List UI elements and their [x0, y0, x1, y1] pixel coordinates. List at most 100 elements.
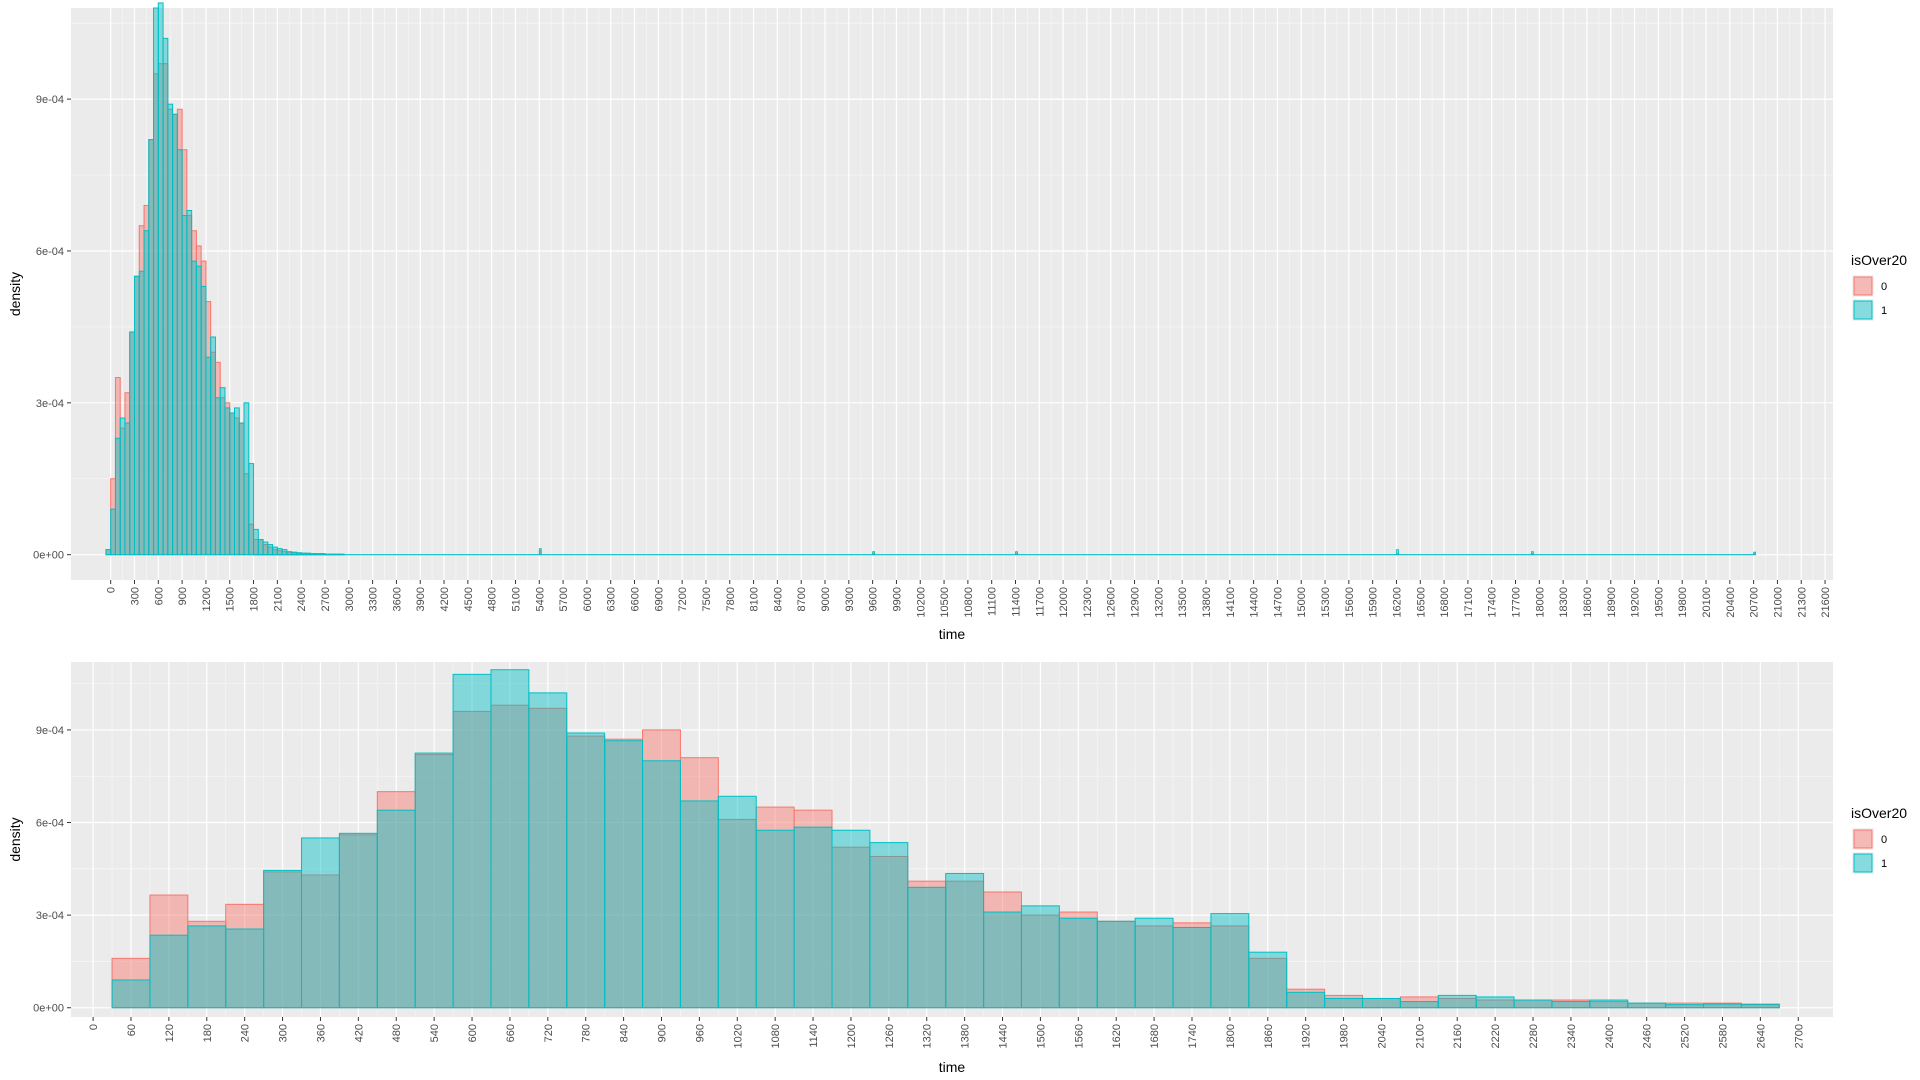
x-tick-label: 9600 — [868, 587, 880, 611]
x-tick-label: 15600 — [1344, 587, 1356, 618]
x-tick-label: 20400 — [1725, 587, 1737, 618]
bar-series-1 — [907, 886, 947, 1009]
x-tick-label: 19500 — [1653, 587, 1665, 618]
x-tick-label: 13800 — [1201, 587, 1213, 618]
bar-series-1 — [181, 215, 188, 556]
bar-series-1 — [148, 139, 155, 556]
x-tick-label: 14100 — [1225, 587, 1237, 618]
x-tick-label: 10800 — [963, 587, 975, 618]
bar-series-1 — [262, 541, 269, 556]
x-tick-label: 13500 — [1177, 587, 1189, 618]
legend-key-background — [1852, 828, 1874, 850]
x-tick-label: 16800 — [1439, 587, 1451, 618]
bar-series-1 — [414, 752, 454, 1009]
bar-series-0 — [1058, 911, 1098, 1009]
x-axis-title: time — [939, 1059, 966, 1075]
x-tick-label: 19200 — [1630, 587, 1642, 618]
bar-series-1 — [133, 275, 140, 556]
x-tick-label: 660 — [505, 1024, 517, 1042]
legend-label: 1 — [1881, 305, 1887, 317]
bar-series-1 — [301, 837, 340, 1009]
legend-swatch-1 — [1853, 853, 1873, 873]
bar-series-1 — [149, 934, 189, 1009]
x-tick-label: 1560 — [1073, 1024, 1085, 1048]
bar-series-1 — [1210, 913, 1250, 1009]
y-axis-title: density — [7, 817, 23, 861]
bar-series-1 — [129, 331, 135, 556]
x-tick-label: 18000 — [1534, 587, 1546, 618]
bar-series-1 — [186, 209, 193, 556]
bar-series-1 — [257, 539, 264, 556]
bar-series-0 — [1096, 920, 1136, 1009]
bar-series-0 — [528, 707, 568, 1009]
x-tick-label: 2100 — [272, 587, 284, 611]
x-tick-label: 13200 — [1153, 587, 1165, 618]
bar-series-0 — [111, 957, 151, 1009]
bar-series-1 — [338, 832, 378, 1009]
bar-series-0 — [301, 874, 340, 1009]
histogram-bars — [111, 669, 1780, 1009]
x-tick-label: 1980 — [1339, 1024, 1351, 1048]
bar-series-1 — [1399, 1001, 1439, 1009]
bar-series-1 — [376, 809, 416, 1009]
y-tick-label: 6e-04 — [36, 818, 64, 830]
x-tick-label: 1140 — [808, 1024, 820, 1048]
bar-series-1 — [119, 417, 126, 556]
plot-panel-background — [71, 662, 1833, 1017]
bar-series-1 — [253, 528, 259, 556]
x-tick-label: 2520 — [1680, 1024, 1692, 1048]
x-tick-label: 960 — [694, 1024, 706, 1042]
x-tick-label: 3300 — [368, 587, 380, 611]
bar-series-0 — [755, 806, 795, 1009]
x-tick-label: 15300 — [1320, 587, 1332, 618]
bar-series-1 — [114, 437, 121, 556]
bar-series-1 — [162, 37, 169, 556]
x-tick-label: 16500 — [1415, 587, 1427, 618]
x-tick-label: 1740 — [1187, 1024, 1199, 1048]
bar-series-1 — [1134, 917, 1174, 1009]
x-tick-label: 8100 — [749, 587, 761, 611]
bar-series-1 — [1740, 1004, 1780, 1009]
bar-series-1 — [191, 260, 197, 556]
x-tick-label: 12900 — [1130, 587, 1142, 618]
bar-series-1 — [1627, 1002, 1667, 1009]
y-tick-label: 0e+00 — [33, 1003, 64, 1015]
bar-series-1 — [755, 829, 795, 1009]
x-tick-label: 3900 — [415, 587, 427, 611]
x-tick-label: 10500 — [939, 587, 951, 618]
bar-series-1 — [124, 422, 131, 556]
x-tick-label: 2700 — [1793, 1024, 1805, 1048]
x-tick-label: 900 — [656, 1024, 668, 1042]
x-tick-label: 1200 — [201, 587, 213, 611]
x-tick-label: 0 — [106, 587, 118, 593]
bar-series-1 — [138, 270, 145, 556]
x-tick-label: 7800 — [725, 587, 737, 611]
bar-series-1 — [153, 7, 159, 556]
bar-series-1 — [642, 760, 681, 1009]
bar-series-0 — [225, 903, 265, 1009]
legend-label: 1 — [1881, 858, 1887, 870]
x-tick-label: 17700 — [1511, 587, 1523, 618]
x-tick-label: 1260 — [884, 1024, 896, 1048]
bar-series-1 — [679, 800, 719, 1009]
tail-spike-series-1 — [872, 551, 876, 556]
bar-series-1 — [225, 928, 265, 1009]
plot-panel-background — [71, 8, 1833, 580]
x-tick-label: 11700 — [1034, 587, 1046, 617]
bar-series-0 — [679, 757, 719, 1009]
y-axis-title: density — [7, 272, 23, 316]
x-tick-label: 12300 — [1082, 587, 1094, 618]
bar-series-1 — [176, 149, 183, 556]
bar-series-1 — [1551, 1001, 1591, 1009]
x-tick-label: 180 — [202, 1024, 214, 1042]
x-tick-label: 1620 — [1111, 1024, 1123, 1048]
x-tick-label: 18300 — [1558, 587, 1570, 618]
x-tick-label: 4500 — [463, 587, 475, 611]
x-tick-label: 1020 — [732, 1024, 744, 1048]
x-tick-label: 2280 — [1528, 1024, 1540, 1048]
bar-series-1 — [1248, 951, 1288, 1009]
x-tick-label: 6900 — [653, 587, 665, 611]
bar-series-1 — [1096, 920, 1136, 1009]
